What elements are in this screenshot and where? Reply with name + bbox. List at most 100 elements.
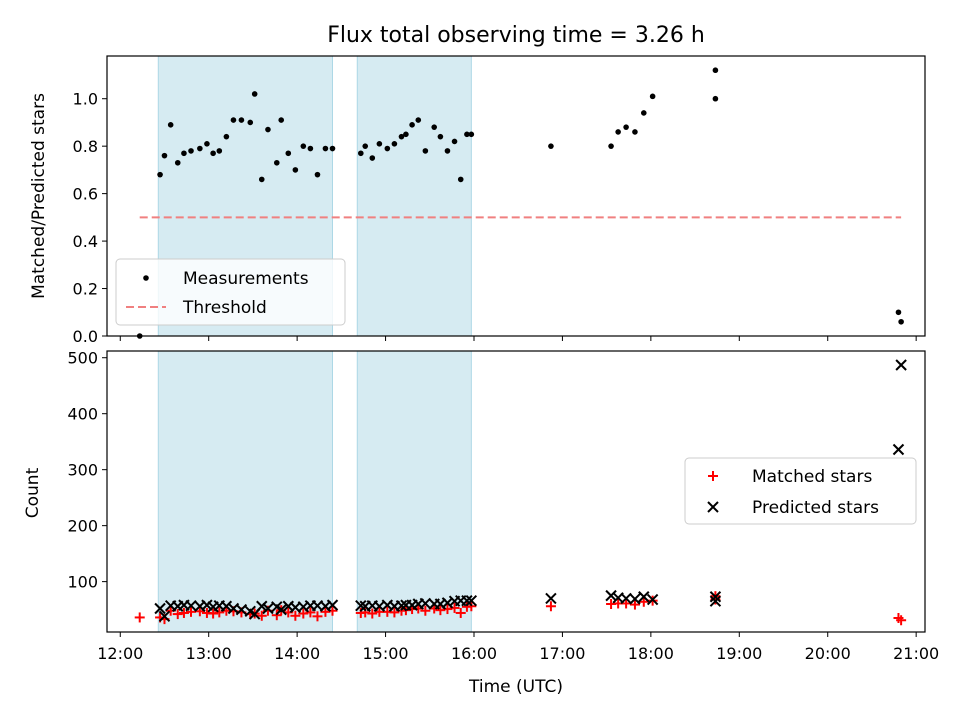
x-tick-label: 20:00 (805, 644, 851, 663)
matched-star-marker (134, 612, 145, 623)
measurement-point (640, 110, 647, 116)
measurement-point (314, 171, 321, 178)
measurement-point (362, 143, 369, 149)
predicted-star-marker (275, 603, 287, 616)
bottom-plot-area: 100 200 300 400 500 12:00 13:00 14:00 15:00 16:00… (67, 349, 939, 663)
measurement-point (391, 140, 398, 147)
predicted-star-marker (154, 602, 166, 615)
measurement-point (251, 91, 258, 97)
predicted-star-marker-b (465, 594, 478, 607)
predicted-star-marker (158, 610, 171, 623)
measurement-point (238, 117, 245, 123)
measurement-point (167, 122, 174, 128)
bottom-y-axis-label: Count (23, 467, 43, 518)
measurement-point (415, 117, 422, 123)
measurement-point (431, 124, 438, 130)
bottom-legend: Matched stars Predicted stars (684, 457, 917, 525)
x-tick-label: 19:00 (716, 644, 762, 663)
predicted-star-marker-b (545, 592, 557, 605)
x-tick-label: 12:00 (97, 644, 143, 663)
measurement-point (422, 148, 429, 154)
measurement-point (712, 67, 719, 74)
bottom-y-tick-label: 100 (67, 573, 98, 592)
predicted-star-marker (892, 443, 905, 456)
legend-predicted-marker-b (707, 501, 719, 513)
predicted-star-marker-b (461, 594, 473, 607)
legend-measurements-marker (143, 275, 149, 281)
measurement-point (437, 133, 444, 140)
predicted-star-marker-b (326, 599, 339, 611)
measurement-point (895, 309, 902, 316)
chart-title: Flux total observing time = 3.26 h (327, 23, 705, 48)
measurement-point (265, 126, 271, 133)
x-tick-label: 14:00 (274, 644, 320, 663)
top-y-tick-label: 0.0 (73, 327, 98, 346)
top-y-tick-label: 0.4 (73, 232, 98, 251)
bottom-y-tick-label: 200 (67, 517, 98, 536)
x-axis-label: Time (UTC) (468, 677, 563, 697)
measurement-point (230, 117, 237, 123)
predicted-star-marker-b (419, 597, 432, 610)
measurement-point (548, 143, 554, 149)
measurement-point (358, 150, 364, 157)
measurement-point (398, 133, 405, 140)
predicted-star-marker (709, 591, 722, 603)
measurement-point (403, 131, 409, 138)
matched-star-marker (638, 596, 649, 607)
predicted-star-marker (419, 597, 432, 610)
measurement-point (285, 150, 292, 157)
predicted-star-marker (256, 600, 268, 612)
predicted-star-marker (646, 593, 659, 606)
matched-star-marker (290, 610, 301, 621)
measurement-point (322, 145, 329, 152)
measurement-point (457, 176, 464, 183)
predicted-star-marker-b (235, 603, 248, 616)
bottom-y-tick-label: 500 (67, 349, 98, 368)
predicted-star-marker-b (395, 599, 408, 612)
measurement-point (223, 133, 230, 140)
measurement-point (623, 124, 629, 130)
measurement-point (898, 318, 904, 325)
matched-star-marker (312, 611, 323, 622)
predicted-star-marker-b (220, 600, 233, 612)
measurement-point (181, 150, 187, 157)
measurement-point (712, 95, 719, 102)
top-y-tick-label: 1.0 (73, 90, 98, 109)
predicted-star-marker (326, 599, 339, 611)
predicted-star-marker-b (244, 605, 256, 617)
legend-matched-marker (708, 471, 718, 481)
matched-star-marker (389, 607, 400, 618)
x-tick-label: 15:00 (363, 644, 409, 663)
predicted-star-marker-b (441, 597, 454, 609)
predicted-star-marker (355, 599, 367, 612)
predicted-star-marker-b (373, 600, 386, 612)
predicted-star-marker-b (629, 593, 641, 605)
predicted-star-marker-b (262, 602, 274, 615)
legend-measurements-label: Measurements (183, 269, 309, 289)
predicted-star-marker-b (319, 600, 332, 612)
predicted-star-marker-b (620, 592, 632, 605)
measurement-point (161, 152, 168, 159)
matched-star-marker (186, 606, 197, 617)
matched-star-marker (256, 610, 267, 621)
measurement-point (376, 140, 383, 147)
legend-predicted-marker (707, 501, 719, 513)
top-y-tick-label: 0.6 (73, 185, 98, 204)
predicted-star-marker (395, 599, 408, 612)
matched-star-marker (367, 608, 378, 619)
predicted-star-marker-b (194, 600, 206, 612)
matched-star-marker (298, 608, 309, 619)
predicted-star-marker-b (158, 610, 171, 623)
legend-matched-label: Matched stars (752, 467, 872, 487)
predicted-star-marker-b (185, 599, 197, 612)
predicted-star-marker-b (646, 593, 659, 606)
predicted-star-marker (605, 589, 617, 602)
predicted-star-marker-b (275, 603, 287, 616)
bottom-shaded-interval (157, 350, 334, 633)
top-legend: Measurements Threshold (115, 258, 346, 326)
matched-star-marker (455, 607, 466, 618)
measurement-point (649, 93, 656, 100)
measurement-point (369, 155, 376, 161)
matched-star-marker (214, 607, 225, 618)
